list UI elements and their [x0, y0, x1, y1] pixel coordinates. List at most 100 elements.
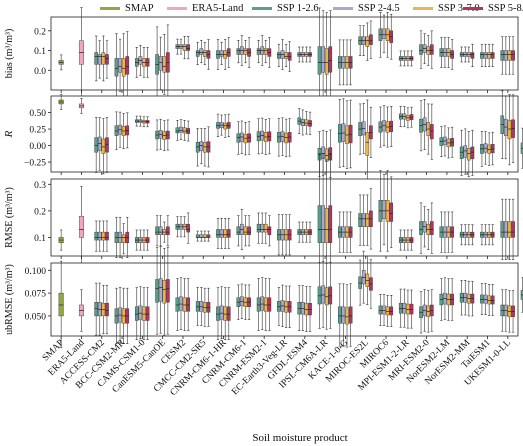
box-bias-13-2 — [324, 12, 329, 111]
box-ubRMSE-6-3 — [186, 278, 190, 331]
box-ubRMSE-5-2 — [162, 248, 167, 336]
box-body — [277, 52, 281, 59]
box-ubRMSE-19-3 — [450, 278, 454, 321]
panel-bias: 0.0 0.1 0.2 bias (m³/m³) — [4, 7, 519, 114]
box-bias-9-1 — [240, 35, 244, 66]
box-ubRMSE-13-3 — [328, 262, 333, 329]
box-bias-11-1 — [280, 39, 285, 70]
box-body — [101, 231, 106, 241]
box-bias-8-1 — [219, 41, 224, 66]
box-RMSE-21-0 — [480, 224, 484, 246]
box-RMSE-14-0 — [338, 211, 342, 253]
box-R-22-0 — [500, 90, 505, 159]
box-bias-9-2 — [243, 39, 248, 64]
box-RMSE-15-0 — [358, 194, 362, 246]
box-ubRMSE-11-0 — [277, 286, 281, 326]
box-RMSE-19-0 — [439, 211, 444, 253]
box-ubRMSE-22-3 — [511, 290, 515, 333]
y-tick-label: 0.075 — [25, 290, 47, 300]
box-body — [121, 234, 126, 243]
box-body — [338, 306, 342, 324]
box-bias-2-2 — [101, 35, 106, 82]
box-R-5-1 — [158, 118, 163, 150]
box-ubRMSE-18-2 — [426, 290, 431, 333]
box-R-9-0 — [236, 121, 241, 155]
box-body — [345, 307, 349, 325]
box-ubRMSE-6-1 — [179, 277, 183, 330]
box-bias-21-1 — [483, 43, 488, 68]
box-R-1-0 — [78, 98, 84, 114]
box-R-2-3 — [105, 116, 109, 173]
box-bias-10-1 — [260, 35, 264, 66]
box-body — [398, 302, 403, 314]
box-ubRMSE-2-1 — [97, 282, 102, 336]
box-ubRMSE-14-2 — [345, 284, 349, 348]
box-ubRMSE-13-1 — [321, 261, 325, 328]
box-R-9-3 — [247, 121, 251, 155]
box-R-5-3 — [166, 119, 170, 151]
box-R-21-2 — [487, 132, 491, 166]
box-body — [490, 52, 495, 59]
box-ubRMSE-11-1 — [280, 284, 285, 327]
box-body — [507, 221, 512, 238]
box-RMSE-16-3 — [389, 176, 394, 248]
box-body — [321, 46, 325, 73]
y-tick-label: 0.2 — [34, 27, 46, 37]
box-bias-2-0 — [94, 35, 98, 82]
box-RMSE-18-1 — [422, 206, 427, 248]
box-RMSE-5-1 — [158, 215, 163, 247]
box-RMSE-15-3 — [369, 188, 373, 250]
box-bias-2-1 — [97, 40, 102, 79]
box-body — [223, 306, 227, 321]
box-bias-8-3 — [226, 37, 231, 68]
box-RMSE-11-2 — [284, 214, 288, 256]
box-body — [463, 145, 468, 158]
box-ubRMSE-7-1 — [199, 286, 204, 326]
box-R-10-2 — [263, 119, 268, 155]
box-RMSE-8-2 — [223, 217, 227, 249]
box-bias-3-2 — [121, 33, 126, 102]
box-ubRMSE-6-2 — [182, 278, 187, 331]
box-body — [162, 280, 167, 304]
box-ubRMSE-21-2 — [487, 284, 491, 316]
legend-item-ssp245: SSP 2-4.5 — [333, 1, 400, 15]
box-ubRMSE-10-3 — [267, 278, 272, 331]
box-body — [158, 278, 163, 302]
box-RMSE-21-3 — [490, 224, 495, 246]
box-body — [199, 48, 204, 55]
box-bias-12-2 — [304, 46, 309, 63]
box-RMSE-12-1 — [301, 221, 305, 243]
box-ubRMSE-9-2 — [243, 284, 248, 320]
box-R-15-3 — [369, 106, 373, 158]
panel-R: −0.25 0.00 0.25 0.50 R — [3, 90, 523, 189]
box-body — [182, 44, 187, 51]
box-RMSE-3-2 — [121, 223, 126, 255]
box-ubRMSE-18-1 — [422, 289, 427, 332]
x-axis-label: Soil moisture product — [252, 432, 347, 444]
box-ubRMSE-5-0 — [155, 247, 159, 335]
panel-RMSE: 0.1 0.2 0.3 RMSE (m³/m³) — [4, 153, 519, 296]
box-bias-19-0 — [439, 37, 444, 68]
box-RMSE-3-1 — [118, 216, 122, 258]
box-R-6-0 — [175, 120, 180, 141]
y-axis-label: ubRMSE (m³/m³) — [4, 264, 15, 335]
box-R-6-1 — [179, 119, 183, 141]
box-body — [487, 52, 491, 59]
box-body — [402, 302, 407, 314]
box-RMSE-18-0 — [419, 202, 423, 254]
box-bias-21-3 — [490, 43, 495, 68]
box-bias-0-0 — [58, 54, 64, 71]
box-R-18-1 — [422, 99, 427, 150]
box-ubRMSE-8-3 — [226, 287, 231, 340]
box-RMSE-15-2 — [365, 194, 370, 246]
box-body — [483, 294, 488, 304]
box-body — [166, 279, 170, 303]
y-tick-label: 0.1 — [34, 234, 46, 244]
box-body — [263, 223, 268, 233]
box-body — [267, 297, 272, 312]
box-RMSE-6-1 — [179, 216, 183, 238]
box-RMSE-14-2 — [345, 211, 349, 253]
box-body — [203, 50, 207, 57]
box-body — [277, 301, 281, 312]
box-RMSE-17-2 — [406, 229, 410, 251]
